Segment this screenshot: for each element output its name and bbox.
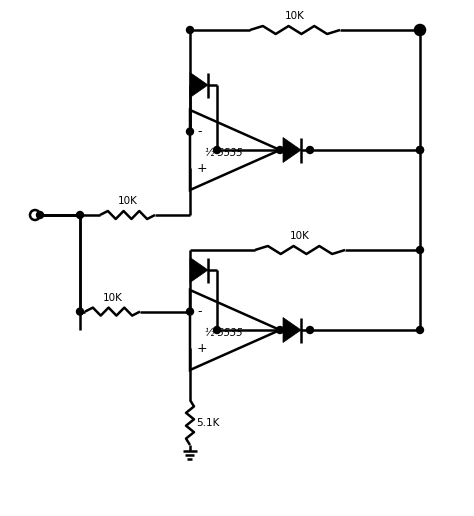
Polygon shape (283, 137, 301, 163)
Text: +: + (197, 342, 208, 355)
Text: 10K: 10K (290, 231, 310, 241)
Circle shape (186, 128, 193, 135)
Text: -: - (197, 125, 201, 138)
Text: 10K: 10K (118, 196, 137, 206)
Text: ½ 5535: ½ 5535 (205, 148, 243, 158)
Circle shape (276, 327, 283, 333)
Circle shape (417, 147, 423, 153)
Circle shape (186, 308, 193, 315)
Text: ½ 5535: ½ 5535 (205, 328, 243, 338)
Polygon shape (283, 317, 301, 343)
Text: 10K: 10K (285, 11, 305, 21)
Circle shape (417, 247, 423, 253)
Text: -: - (197, 305, 201, 318)
Circle shape (36, 212, 44, 218)
Polygon shape (190, 73, 208, 98)
Text: 10K: 10K (102, 293, 122, 302)
Circle shape (76, 308, 83, 315)
Circle shape (276, 147, 283, 153)
Circle shape (76, 212, 83, 218)
Circle shape (417, 147, 423, 153)
Circle shape (417, 26, 423, 34)
Circle shape (213, 327, 220, 333)
Text: +: + (197, 162, 208, 175)
Polygon shape (190, 257, 208, 282)
Circle shape (307, 147, 313, 153)
Circle shape (307, 327, 313, 333)
Circle shape (213, 147, 220, 153)
Text: 5.1K: 5.1K (196, 417, 219, 427)
Circle shape (417, 327, 423, 333)
Circle shape (186, 26, 193, 34)
